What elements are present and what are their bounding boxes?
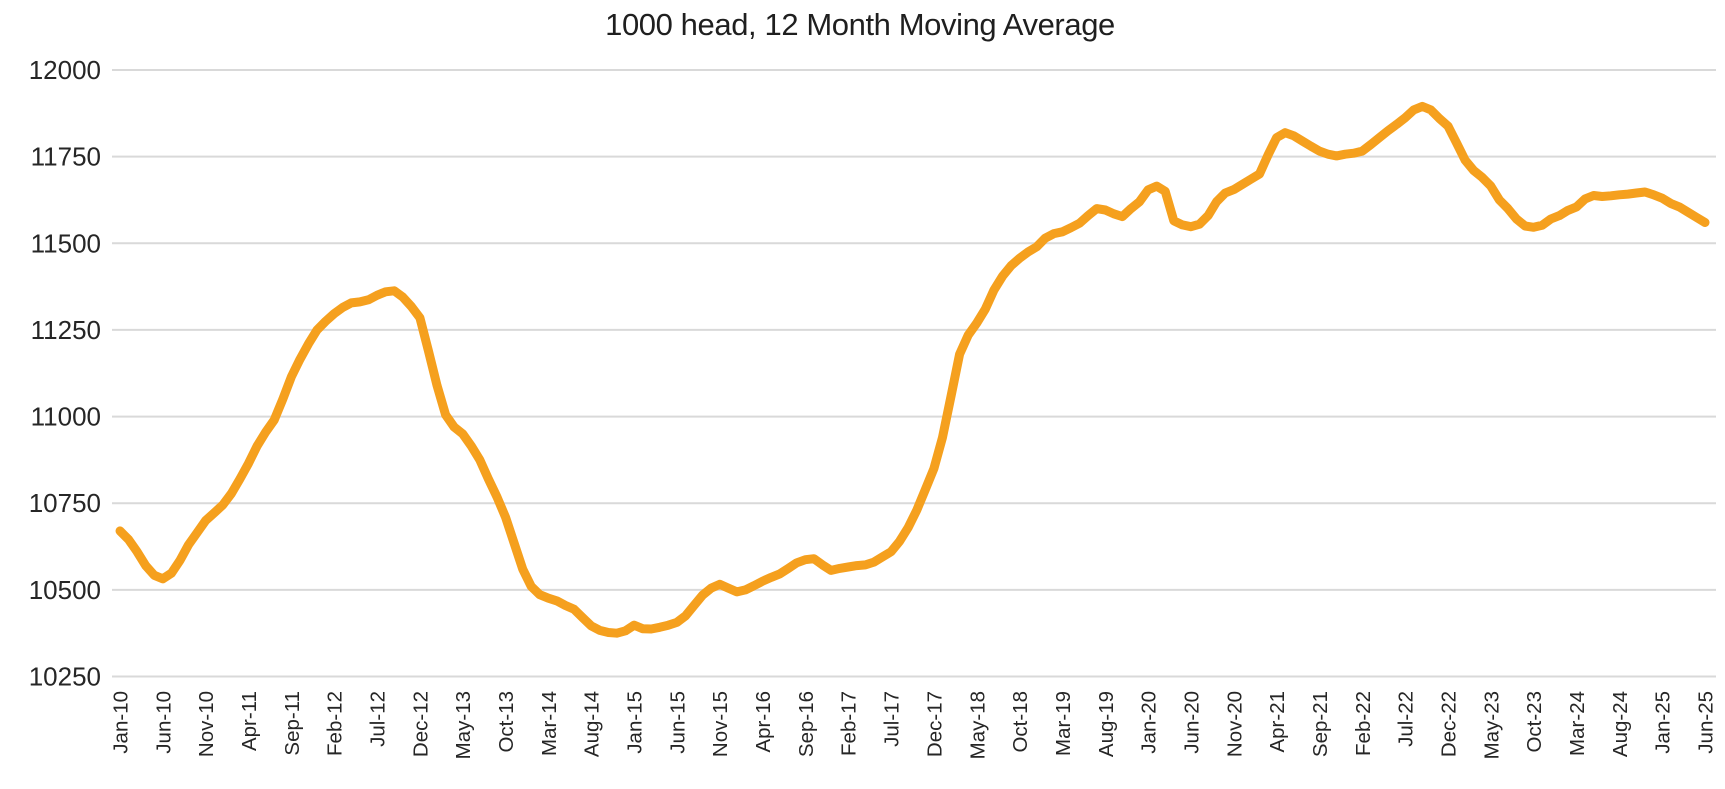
x-axis-tick-label: Oct-18 <box>1009 691 1032 753</box>
x-axis-tick-label: Sep-21 <box>1309 691 1332 757</box>
x-axis-tick-label: Jul-17 <box>881 691 904 747</box>
x-axis-tick-label: Jun-20 <box>1180 691 1203 754</box>
x-axis-tick-label: Aug-14 <box>581 691 604 757</box>
x-axis-tick-label: Mar-24 <box>1566 691 1589 756</box>
x-axis-tick-label: May-23 <box>1480 691 1503 759</box>
x-axis-tick-label: Jan-15 <box>624 691 647 754</box>
y-axis-tick-label: 10250 <box>29 662 101 692</box>
x-axis-tick-label: Mar-19 <box>1052 691 1075 756</box>
x-axis-tick-label: Oct-13 <box>495 691 518 753</box>
y-axis-tick-label: 11750 <box>31 142 101 172</box>
x-axis-tick-label: Oct-23 <box>1523 691 1546 753</box>
y-axis-tick-label: 11250 <box>31 315 101 345</box>
x-axis-tick-label: Sep-11 <box>281 691 304 756</box>
x-axis-tick-label: Nov-20 <box>1223 691 1246 757</box>
y-axis-tick-label: 11500 <box>31 228 101 258</box>
x-axis-tick-label: May-13 <box>452 691 475 759</box>
x-axis-tick-label: Apr-21 <box>1266 691 1289 753</box>
x-axis-tick-label: Jun-15 <box>666 691 689 754</box>
x-axis-tick-label: May-18 <box>966 691 989 759</box>
data-line-series <box>115 101 1710 638</box>
x-axis-tick-label: Jan-20 <box>1138 691 1161 754</box>
x-axis-tick-label: Apr-11 <box>238 691 261 751</box>
x-axis-tick-label: Jan-10 <box>110 691 133 754</box>
x-axis-tick-label: Mar-14 <box>538 691 561 756</box>
x-axis-tick-label: Feb-17 <box>838 691 861 756</box>
x-axis-tick-label: Apr-16 <box>752 691 775 753</box>
x-axis-tick-label: Jun-25 <box>1695 691 1718 754</box>
x-axis-tick-label: Jul-22 <box>1395 691 1418 747</box>
y-axis-tick-label: 11000 <box>31 402 101 432</box>
x-axis-tick-label: Dec-22 <box>1437 691 1460 757</box>
y-axis-tick-label: 12000 <box>29 55 101 85</box>
y-axis-tick-label: 10750 <box>29 488 101 518</box>
x-axis-tick-label: Feb-22 <box>1352 691 1375 756</box>
x-axis-tick-label: Nov-15 <box>709 691 732 757</box>
x-axis-tick-label: Jun-10 <box>152 691 175 754</box>
x-axis-tick-label: Aug-19 <box>1095 691 1118 757</box>
x-axis-tick-label: Dec-12 <box>409 691 432 757</box>
y-axis-tick-label: 10500 <box>29 575 101 605</box>
x-axis-tick-label: Jul-12 <box>367 691 390 747</box>
x-axis-tick-label: Aug-24 <box>1609 691 1632 757</box>
chart-title: 1000 head, 12 Month Moving Average <box>605 7 1115 42</box>
x-axis-tick-label: Dec-17 <box>923 691 946 757</box>
x-axis-tick-label: Feb-12 <box>324 691 347 756</box>
x-axis-tick-label: Jan-25 <box>1652 691 1675 754</box>
x-axis-tick-label: Sep-16 <box>795 691 818 757</box>
x-axis-tick-label: Nov-10 <box>195 691 218 757</box>
